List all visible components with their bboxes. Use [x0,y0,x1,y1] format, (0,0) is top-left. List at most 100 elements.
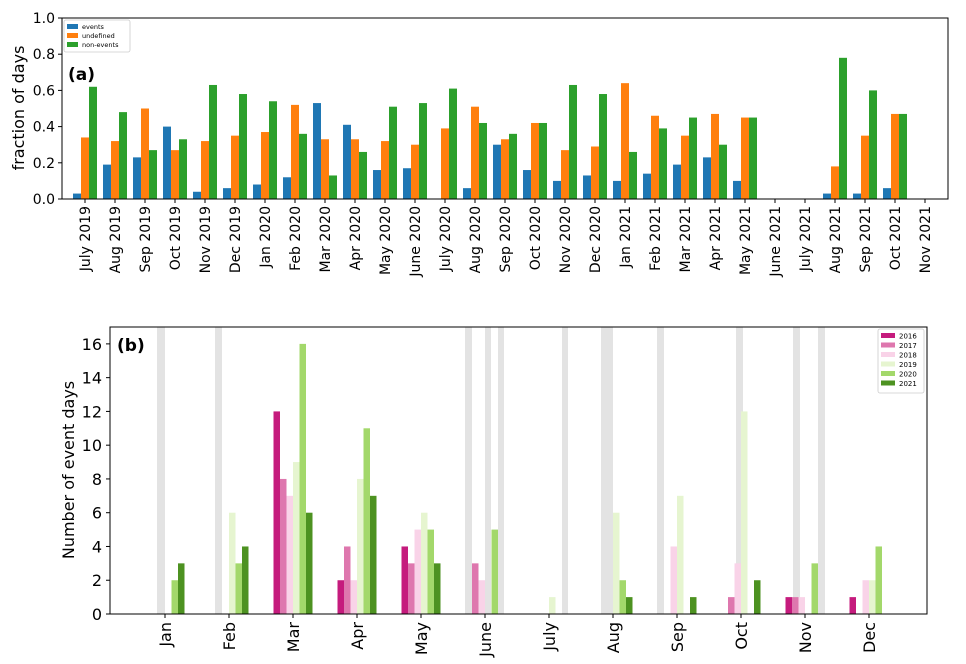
shaded-span [498,327,504,614]
bar-undefined-july-2020 [441,128,449,199]
bar-non-events-june-2020 [419,103,427,199]
bar-undefined-apr-2020 [351,139,359,199]
bar-2018-mar [286,495,293,614]
bar-2017-apr [344,546,351,614]
x-tick-label: Dec 2020 [588,206,604,273]
legend-swatch-2018 [881,352,895,357]
x-tick-label: Oct 2021 [888,206,904,270]
x-tick-label: Aug 2020 [468,206,484,273]
panel-b-chart: 0 2 4 6 8 10 12 14 16 Jan Feb Mar Apr May June July Aug… [59,326,928,658]
bar-undefined-dec-2020 [591,146,599,199]
panel-b-shaded-spans [157,327,825,614]
x-tick-label: May [412,622,431,655]
bar-non-events-mar-2020 [329,175,337,199]
legend-swatch-events [67,24,78,29]
x-tick-label: Feb [220,622,239,650]
x-tick-label: Nov 2019 [198,206,214,273]
bar-undefined-feb-2020 [291,104,299,199]
bar-non-events-oct-2020 [539,122,547,199]
x-tick-label: Feb 2021 [648,206,664,271]
x-tick-label: Aug 2021 [828,206,844,273]
legend-label-2018: 2018 [899,352,917,360]
bar-2020-dec [875,546,882,614]
bar-events-dec-2020 [583,175,591,199]
bar-2020-aug [619,580,626,614]
y-tick-label: 4 [92,537,102,556]
x-tick-label: Apr 2020 [348,206,364,270]
legend-label-2020: 2020 [899,371,917,379]
bar-2017-nov [792,597,799,614]
x-tick-label: May 2021 [738,206,754,275]
bar-events-dec-2019 [223,188,231,199]
panel-b-y-axis: 0 2 4 6 8 10 12 14 16 [82,335,110,624]
bar-undefined-nov-2019 [201,141,209,199]
y-tick-label: 6 [92,504,102,523]
bar-events-mar-2021 [673,164,681,199]
y-tick-label: 2 [92,571,102,590]
x-tick-label: Apr [348,622,367,650]
legend-label-events: events [82,23,105,31]
x-tick-label: Aug [604,622,623,653]
x-tick-label: July 2021 [798,206,814,272]
shaded-span [601,327,613,614]
shaded-span [215,327,222,614]
bar-undefined-feb-2021 [651,115,659,199]
bar-non-events-apr-2020 [359,151,367,199]
x-tick-label: Apr 2021 [708,206,724,270]
x-tick-label: Mar [284,622,303,653]
bar-2016-mar [273,411,280,614]
bar-events-oct-2021 [883,188,891,199]
legend-label-2021: 2021 [899,380,917,388]
panel-a-bars [73,57,907,199]
shaded-span [736,327,743,614]
bar-non-events-feb-2021 [659,128,667,199]
x-tick-label: Nov 2020 [558,206,574,273]
bar-events-nov-2020 [553,180,561,199]
bar-non-events-dec-2019 [239,94,247,199]
x-tick-label: Nov 2021 [918,206,934,273]
x-tick-label: Dec 2019 [228,206,244,273]
bar-non-events-july-2019 [89,86,97,199]
bar-2016-dec [849,597,856,614]
bar-events-may-2021 [733,180,741,199]
y-tick-label: 0.6 [33,83,55,99]
shaded-span [657,327,664,614]
bar-events-aug-2021 [823,193,831,199]
bar-undefined-aug-2020 [471,106,479,199]
bar-events-sep-2020 [493,144,501,199]
bar-events-aug-2019 [103,164,111,199]
panel-a-x-axis: July 2019 Aug 2019 Sep 2019 Oct 2019 Nov 201… [78,199,934,278]
bar-2021-may [434,563,441,614]
bar-2021-jan [178,563,185,614]
panel-a-y-axis: 0.0 0.2 0.4 0.6 0.8 1.0 [33,11,62,208]
legend-label-non-events: non-events [82,41,119,49]
bar-2016-nov [785,597,792,614]
bar-undefined-apr-2021 [711,113,719,199]
y-tick-label: 10 [82,436,102,455]
x-tick-label: Sep 2020 [498,206,514,272]
x-tick-label: Sep [668,622,687,652]
x-tick-label: Sep 2021 [858,206,874,272]
bar-events-aug-2020 [463,188,471,199]
bar-non-events-july-2020 [449,88,457,199]
bar-2016-may [401,546,408,614]
bar-events-nov-2019 [193,191,201,199]
panel-b-bars [171,343,882,614]
legend-label-undefined: undefined [82,32,115,40]
bar-non-events-aug-2020 [479,122,487,199]
bar-events-feb-2021 [643,173,651,199]
x-tick-label: Aug 2019 [108,206,124,273]
bar-2018-june [478,580,485,614]
legend-label-2019: 2019 [899,361,917,369]
shaded-span [562,327,568,614]
bar-non-events-mar-2021 [689,117,697,199]
panel-a-axes-frame [61,17,949,200]
bar-2017-may [408,563,415,614]
panel-a-label: (a) [68,65,95,85]
bar-non-events-oct-2021 [899,113,907,199]
bar-events-sep-2021 [853,193,861,199]
x-tick-label: June [476,622,495,658]
y-tick-label: 0.0 [33,192,55,208]
bar-undefined-mar-2020 [321,139,329,199]
